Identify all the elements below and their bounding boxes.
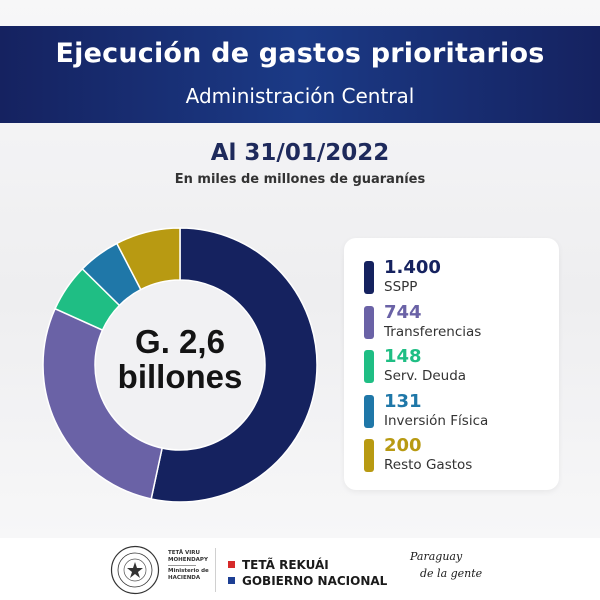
legend-swatch bbox=[364, 261, 374, 294]
slogan-logo: Paraguay de la gente bbox=[410, 548, 496, 590]
donut-chart-svg bbox=[42, 227, 318, 503]
legend-label: Serv. Deuda bbox=[384, 368, 467, 384]
donut-slice-transferencias bbox=[42, 307, 164, 500]
legend-label: SSPP bbox=[384, 279, 418, 295]
legend-swatch bbox=[364, 350, 374, 383]
ministry-line-2: MOHENDAPY bbox=[168, 556, 208, 563]
legend: 1.400 SSPP 744 Transferencias 148 Serv. Deuda… bbox=[344, 238, 559, 490]
legend-swatch bbox=[364, 394, 374, 428]
infographic-panel: Ejecución de gastos prioritarios Adminis… bbox=[0, 0, 600, 538]
legend-item-serv-deuda: 148 Serv. Deuda bbox=[364, 347, 554, 387]
ministry-line-3: Ministerio de bbox=[168, 568, 209, 574]
legend-label: Resto Gastos bbox=[384, 457, 473, 473]
ministry-separator bbox=[168, 565, 196, 566]
slogan-line-1: Paraguay bbox=[410, 550, 463, 563]
donut-hole bbox=[96, 281, 264, 449]
legend-item-sspp: 1.400 SSPP bbox=[364, 258, 554, 298]
red-square-icon bbox=[228, 561, 235, 568]
legend-swatch bbox=[364, 439, 374, 472]
donut-slice-sspp bbox=[150, 227, 318, 503]
donut-slice-resto-gastos bbox=[115, 227, 181, 291]
donut-center-unit: billones bbox=[117, 358, 243, 395]
legend-swatch bbox=[364, 305, 374, 339]
legend-item-transferencias: 744 Transferencias bbox=[364, 301, 554, 343]
legend-label: Inversión Física bbox=[384, 412, 489, 429]
footer-divider bbox=[215, 548, 216, 592]
gov-line-1-text: TETÃ REKUÁI bbox=[242, 558, 329, 572]
gov-line-1: TETÃ REKUÁI bbox=[228, 558, 329, 572]
blue-square-icon bbox=[228, 577, 235, 584]
header-banner: Ejecución de gastos prioritarios Adminis… bbox=[0, 26, 600, 123]
ministry-logo-text: TETÃ VIRU MOHENDAPY Ministerio de HACIEN… bbox=[168, 550, 210, 581]
gov-line-2-text: GOBIERNO NACIONAL bbox=[242, 574, 388, 588]
national-seal-logo bbox=[110, 545, 160, 595]
legend-value: 131 bbox=[384, 390, 422, 412]
page-subtitle: Administración Central bbox=[185, 84, 415, 108]
donut-center-label: G. 2,6 billones bbox=[42, 324, 318, 394]
legend-value: 148 bbox=[384, 346, 422, 367]
legend-label: Transferencias bbox=[384, 323, 482, 340]
legend-value: 200 bbox=[384, 435, 422, 456]
footer bbox=[0, 538, 600, 600]
donut-chart: G. 2,6 billones bbox=[42, 227, 318, 503]
ministry-line-1: TETÃ VIRU bbox=[168, 550, 201, 556]
ministry-line-4: HACIENDA bbox=[168, 574, 201, 581]
legend-item-inversi-n-f-sica: 131 Inversión Física bbox=[364, 390, 554, 432]
legend-item-resto-gastos: 200 Resto Gastos bbox=[364, 436, 554, 476]
unit-label: En miles de millones de guaraníes bbox=[174, 172, 426, 187]
legend-value: 744 bbox=[384, 301, 422, 323]
slogan-line-2: de la gente bbox=[420, 567, 483, 580]
page-title: Ejecución de gastos prioritarios bbox=[55, 38, 545, 69]
gov-line-2: GOBIERNO NACIONAL bbox=[228, 574, 387, 588]
legend-value: 1.400 bbox=[384, 257, 441, 278]
date-label: Al 31/01/2022 bbox=[210, 140, 390, 166]
donut-center-amount: G. 2,6 bbox=[135, 323, 225, 360]
